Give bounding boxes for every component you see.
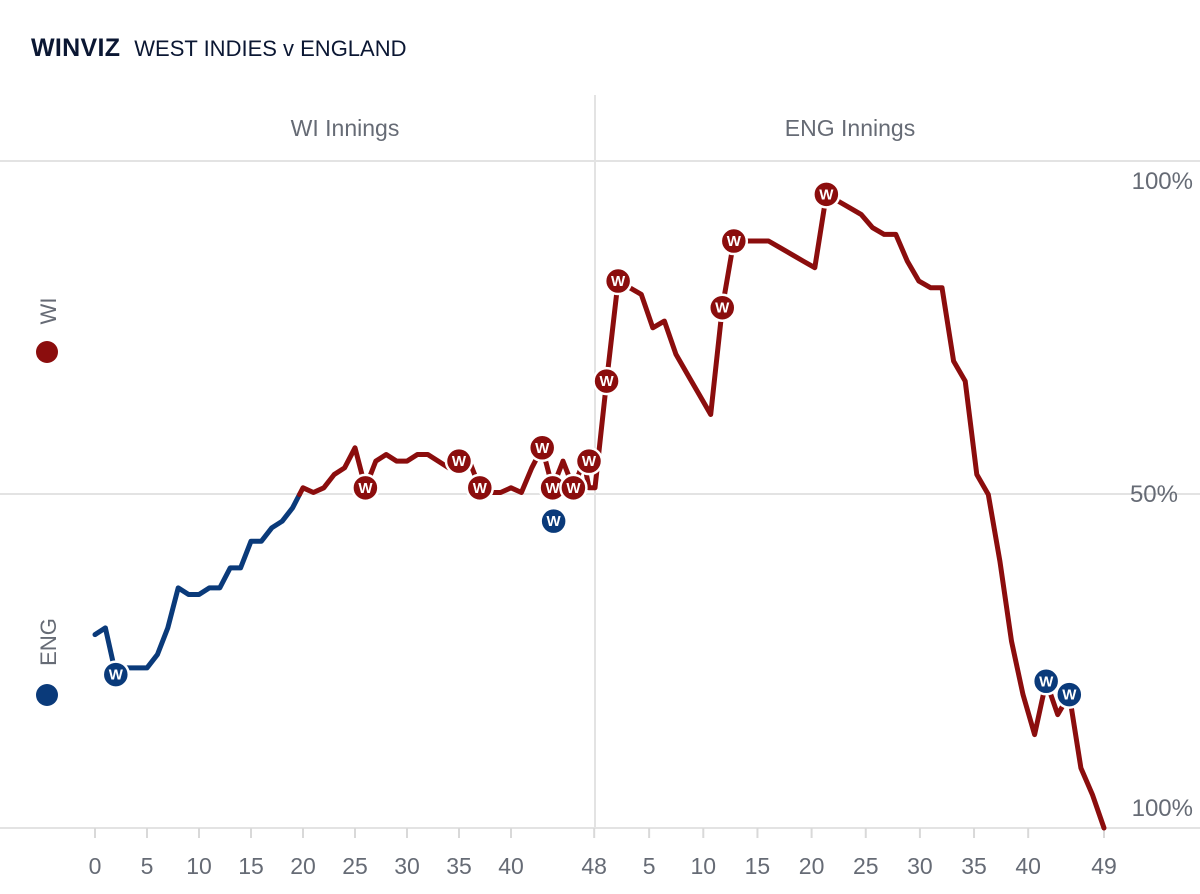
wicket-letter: W [819,186,834,203]
innings-label-eng: ENG Innings [785,115,915,141]
wicket-marker: W [1055,680,1084,709]
wicket-dot [465,473,495,503]
x-tick-label: 0 [89,853,102,879]
wicket-marker: W [538,473,567,503]
x-tick-label: 25 [853,853,879,879]
x-tick-label: 15 [745,853,771,879]
x-tick-label: 30 [907,853,933,879]
wicket-letter: W [715,300,730,317]
wicket-dot [708,293,737,322]
y-label-bottom: 100% [1132,795,1193,822]
x-tick-label: 40 [498,853,524,879]
wicket-dot [603,266,633,296]
wicket-marker: W [444,446,474,476]
team-dot-wi [36,341,58,363]
wicket-marker: W [719,226,749,256]
wicket-dot [444,446,474,476]
eng-innings-line-segment [592,191,1107,831]
wicket-marker: W [539,506,568,536]
wicket-letter: W [611,273,626,290]
wicket-dot [351,473,380,503]
wicket-marker: W [812,180,841,209]
team-legend-eng: ENG [36,618,61,706]
x-tick-label: 48 [581,853,607,879]
wicket-dot [101,660,131,689]
wicket-dot [1055,680,1084,709]
x-tick-label: 30 [394,853,420,879]
brand-title: WINVIZ [31,34,121,62]
wicket-dot [719,226,749,256]
y-label-mid: 50% [1130,481,1178,508]
wicket-letter: W [599,373,614,390]
x-tick-label: 20 [799,853,825,879]
team-label-wi: WI [36,298,61,325]
wicket-marker: W [708,293,737,322]
wicket-marker: W [527,433,557,463]
wicket-letter: W [109,667,124,684]
chart-header: WINVIZ WEST INDIES v ENGLAND [31,34,407,63]
x-tick-label: 10 [691,853,717,879]
x-tick-label: 35 [446,853,472,879]
match-title: WEST INDIES v ENGLAND [134,36,407,61]
x-axis-ticks: 0 5 10 15 20 25 30 35 40 48 5 10 15 20 25 30 35 40 49 [89,828,1117,879]
wicket-dot [527,433,557,463]
wicket-letter: W [727,233,742,250]
wicket-dot [574,446,604,476]
wicket-letter: W [452,453,467,470]
wi-innings-line-segment [92,492,302,678]
wicket-marker: W [592,366,621,396]
wicket-dot [559,473,588,503]
team-label-eng: ENG [36,618,61,666]
team-legend-wi: WI [36,298,61,363]
wicket-marker: W [559,473,588,503]
series-lines [92,191,1107,831]
wicket-marker: W [101,660,131,689]
wicket-letter: W [547,513,562,530]
wicket-dot [1031,667,1061,696]
wicket-letter: W [358,480,373,497]
x-tick-label: 15 [238,853,264,879]
x-tick-label: 20 [290,853,316,879]
wicket-letter: W [473,480,488,497]
wicket-letter: W [1062,687,1077,704]
innings-label-wi: WI Innings [291,115,400,141]
wicket-letter: W [582,453,597,470]
x-tick-label: 25 [342,853,368,879]
wicket-letter: W [535,440,550,457]
team-dot-eng [36,684,58,706]
x-tick-label: 49 [1091,853,1117,879]
x-tick-label: 5 [141,853,154,879]
wicket-marker: W [351,473,380,503]
wicket-dot [539,506,568,536]
wicket-marker: W [574,446,604,476]
wicket-letter: W [546,480,561,497]
wicket-dot [812,180,841,209]
x-tick-label: 5 [643,853,656,879]
wicket-letter: W [1039,673,1054,690]
wicket-marker: W [603,266,633,296]
x-tick-label: 35 [961,853,987,879]
y-label-top: 100% [1132,168,1193,195]
wicket-letter: W [566,480,581,497]
wicket-marker: W [1031,667,1061,696]
wicket-marker: W [465,473,495,503]
wicket-dot [592,366,621,396]
x-tick-label: 10 [186,853,212,879]
x-tick-label: 40 [1015,853,1041,879]
